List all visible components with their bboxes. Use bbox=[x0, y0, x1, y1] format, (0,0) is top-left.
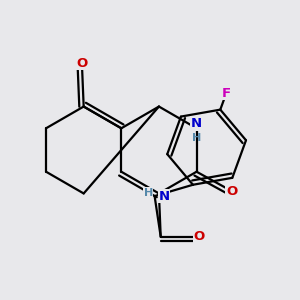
Text: N: N bbox=[159, 190, 170, 202]
Text: F: F bbox=[222, 87, 231, 100]
Text: H: H bbox=[192, 133, 201, 143]
Text: O: O bbox=[193, 230, 205, 243]
Text: N: N bbox=[191, 117, 202, 130]
Text: O: O bbox=[226, 184, 237, 197]
Text: H: H bbox=[143, 188, 153, 198]
Text: O: O bbox=[76, 57, 88, 70]
